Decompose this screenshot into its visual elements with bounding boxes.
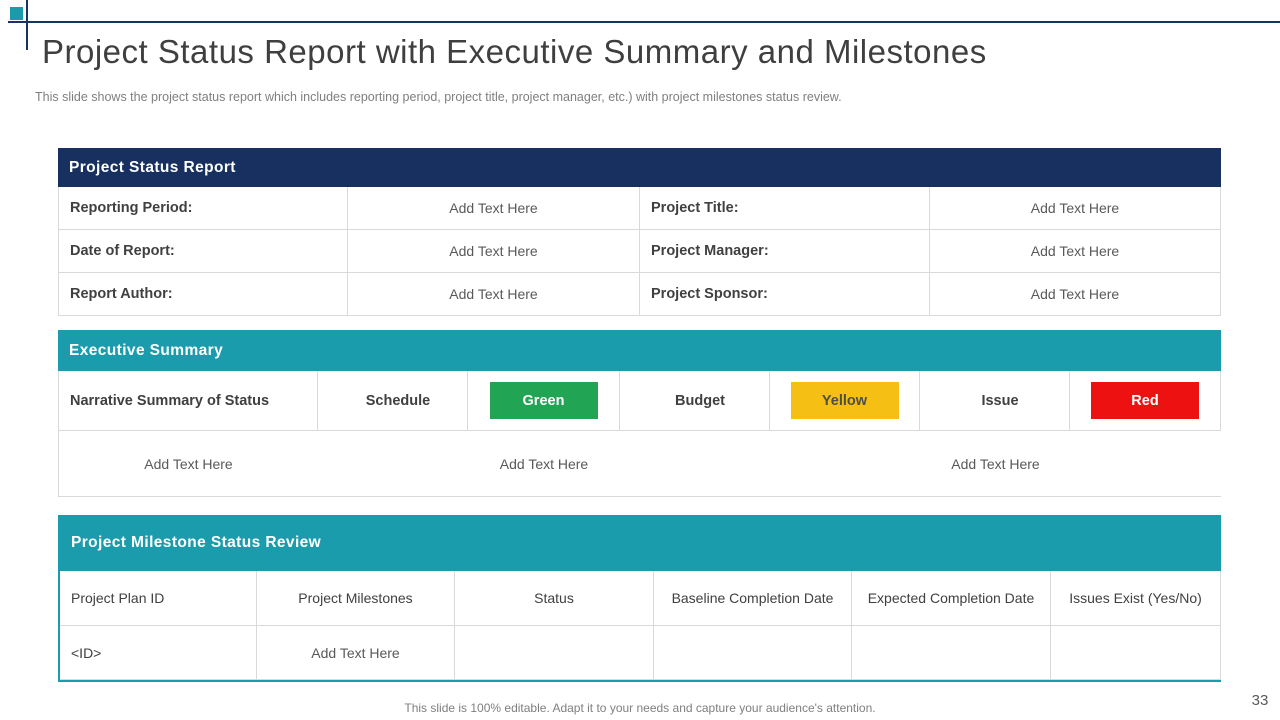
plan-id-placeholder[interactable]: <ID> xyxy=(60,626,257,680)
top-divider-line xyxy=(8,21,1280,23)
executive-summary-table: Executive Summary Narrative Summary of S… xyxy=(58,330,1221,497)
page-title: Project Status Report with Executive Sum… xyxy=(42,33,987,70)
table-row: Narrative Summary of Status Schedule Gre… xyxy=(58,371,1221,431)
column-issues-exist: Issues Exist (Yes/No) xyxy=(1051,571,1221,626)
reporting-period-placeholder[interactable]: Add Text Here xyxy=(348,187,640,230)
schedule-status-cell: Green xyxy=(468,371,620,431)
project-manager-label: Project Manager: xyxy=(640,230,930,273)
issue-status-chip[interactable]: Red xyxy=(1091,382,1199,419)
column-baseline-completion-date: Baseline Completion Date xyxy=(654,571,852,626)
page-number: 33 xyxy=(1251,692,1269,709)
milestone-review-table: Project Milestone Status Review Project … xyxy=(58,515,1221,682)
summary-placeholder-2[interactable]: Add Text Here xyxy=(318,431,770,497)
column-project-plan-id: Project Plan ID xyxy=(60,571,257,626)
expected-date-cell-empty[interactable] xyxy=(852,626,1051,680)
footer-note: This slide is 100% editable. Adapt it to… xyxy=(404,701,876,715)
budget-status-cell: Yellow xyxy=(770,371,920,431)
status-report-header: Project Status Report xyxy=(58,148,1221,187)
column-expected-completion-date: Expected Completion Date xyxy=(852,571,1051,626)
table-row: Add Text Here Add Text Here Add Text Her… xyxy=(58,431,1221,497)
executive-summary-header: Executive Summary xyxy=(58,330,1221,371)
date-of-report-label: Date of Report: xyxy=(58,230,348,273)
status-report-table: Project Status Report Reporting Period: … xyxy=(58,148,1221,316)
report-author-placeholder[interactable]: Add Text Here xyxy=(348,273,640,316)
page-subtitle: This slide shows the project status repo… xyxy=(35,90,842,104)
baseline-date-cell-empty[interactable] xyxy=(654,626,852,680)
budget-label: Budget xyxy=(620,371,770,431)
top-vertical-line xyxy=(26,0,28,50)
project-title-placeholder[interactable]: Add Text Here xyxy=(930,187,1221,230)
project-sponsor-placeholder[interactable]: Add Text Here xyxy=(930,273,1221,316)
issue-status-cell: Red xyxy=(1070,371,1221,431)
accent-square-icon xyxy=(10,7,23,20)
column-status: Status xyxy=(455,571,654,626)
table-row: <ID> Add Text Here xyxy=(60,626,1221,680)
project-title-label: Project Title: xyxy=(640,187,930,230)
summary-placeholder-3[interactable]: Add Text Here xyxy=(770,431,1221,497)
table-header-row: Project Plan ID Project Milestones Statu… xyxy=(60,571,1221,626)
column-project-milestones: Project Milestones xyxy=(257,571,455,626)
table-row: Reporting Period: Add Text Here Project … xyxy=(58,187,1221,230)
milestone-placeholder[interactable]: Add Text Here xyxy=(257,626,455,680)
budget-status-chip[interactable]: Yellow xyxy=(790,382,899,419)
narrative-summary-label: Narrative Summary of Status xyxy=(58,371,318,431)
table-row: Report Author: Add Text Here Project Spo… xyxy=(58,273,1221,316)
schedule-status-chip[interactable]: Green xyxy=(489,382,598,419)
issues-exist-cell-empty[interactable] xyxy=(1051,626,1221,680)
table-row: Date of Report: Add Text Here Project Ma… xyxy=(58,230,1221,273)
reporting-period-label: Reporting Period: xyxy=(58,187,348,230)
report-author-label: Report Author: xyxy=(58,273,348,316)
milestone-review-header: Project Milestone Status Review xyxy=(60,515,1221,571)
schedule-label: Schedule xyxy=(318,371,468,431)
project-manager-placeholder[interactable]: Add Text Here xyxy=(930,230,1221,273)
summary-placeholder-1[interactable]: Add Text Here xyxy=(58,431,318,497)
status-cell-empty[interactable] xyxy=(455,626,654,680)
project-sponsor-label: Project Sponsor: xyxy=(640,273,930,316)
date-of-report-placeholder[interactable]: Add Text Here xyxy=(348,230,640,273)
issue-label: Issue xyxy=(920,371,1070,431)
